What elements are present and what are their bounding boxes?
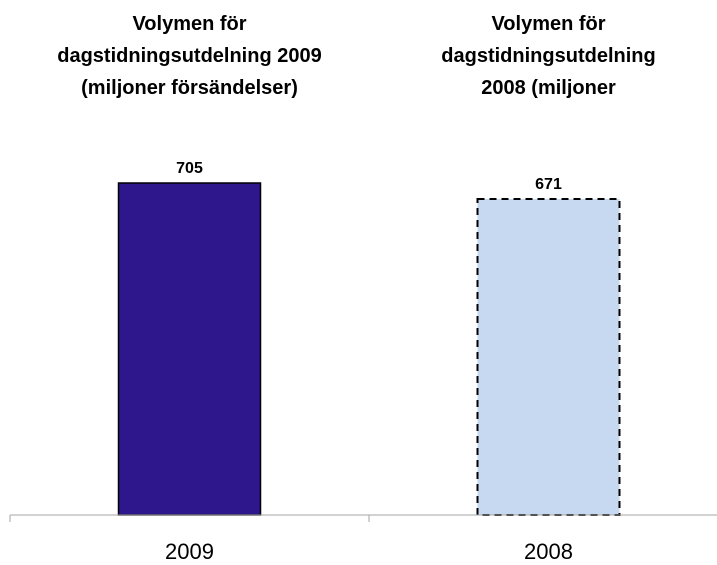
- category-title-2008: Volymen för dagstidningsutdelning 2008 (mi…: [441, 13, 655, 99]
- x-axis: 2009 2008: [9, 514, 717, 564]
- bar-2008: [476, 198, 621, 516]
- data-label-2008: 671: [535, 176, 562, 193]
- bars: [117, 182, 621, 516]
- bar-2009: [117, 182, 262, 516]
- category-title-2009: Volymen för dagstidningsutdelning 2009 (mi…: [57, 13, 321, 99]
- category-title-line: Volymen för: [491, 13, 605, 35]
- category-title-line: 2008 (miljoner: [481, 77, 616, 99]
- category-title-line: dagstidningsutdelning 2009: [57, 45, 321, 67]
- category-title-line: dagstidningsutdelning: [441, 45, 655, 67]
- x-tick-label-2009: 2009: [165, 539, 214, 564]
- data-label-2009: 705: [176, 160, 203, 177]
- x-tick-label-2008: 2008: [524, 539, 573, 564]
- data-labels: 705 671: [176, 160, 562, 193]
- category-title-line: Volymen för: [132, 13, 246, 35]
- category-title-line: (miljoner försändelser): [81, 77, 298, 99]
- category-titles: Volymen för dagstidningsutdelning 2009 (mi…: [57, 13, 655, 99]
